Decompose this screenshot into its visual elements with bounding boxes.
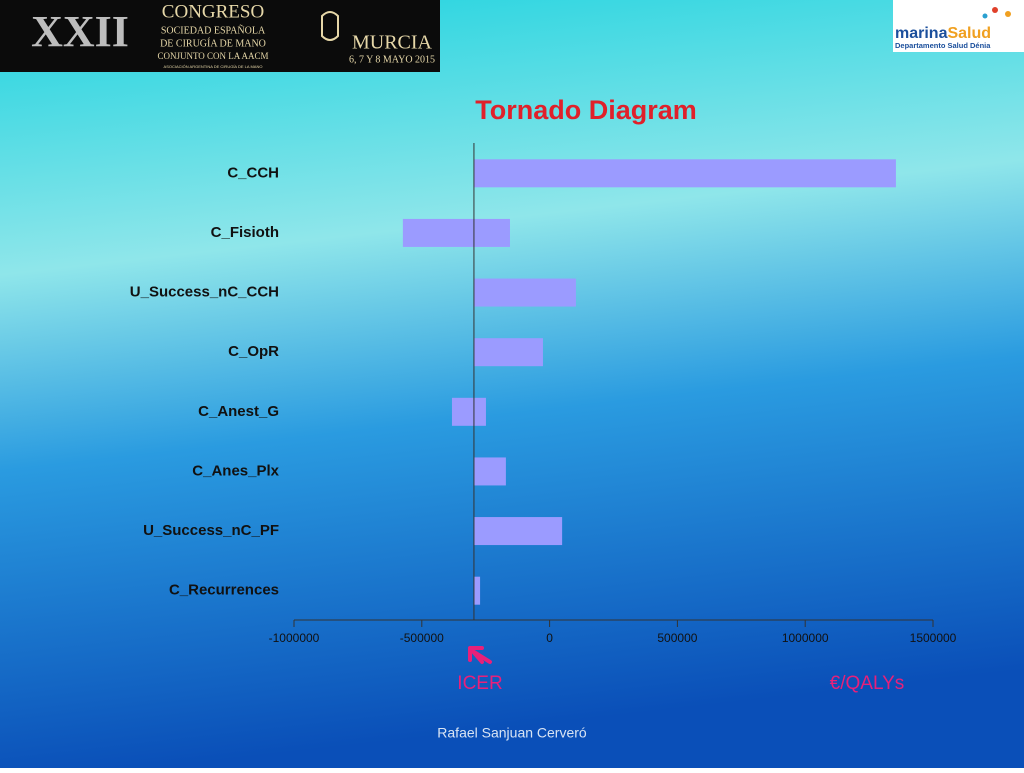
brand: marinaSalud: [895, 25, 991, 42]
plot: -1000000 -500000 0 500000 1000000 1500000 C_CC…: [130, 143, 957, 645]
edition: XXII: [31, 7, 129, 56]
department: Departamento Salud Dénia: [895, 41, 991, 50]
x-tick-label: -500000: [400, 631, 444, 645]
bar: [473, 517, 563, 546]
logo-dot: [1005, 11, 1011, 17]
annotation: €/QALYs: [830, 673, 905, 694]
y-tick-label: C_Anes_Plx: [192, 462, 279, 479]
banner-line: ASOCIACIÓN ARGENTINA DE CIRUGÍA DE LA MA…: [164, 64, 263, 69]
x-tick-label: 500000: [657, 631, 697, 645]
y-tick-label: U_Success_nC_PF: [143, 522, 279, 539]
y-tick-label: C_Recurrences: [169, 582, 279, 599]
city: MURCIA: [352, 32, 433, 54]
bar: [473, 576, 481, 605]
banner-line: DE CIRUGÍA DE MANO: [160, 37, 266, 49]
brand-b: Salud: [947, 25, 991, 42]
x-tick-label: 1000000: [782, 631, 829, 645]
bar: [451, 397, 486, 426]
banner-line: SOCIEDAD ESPAÑOLA: [161, 24, 266, 36]
bar: [473, 338, 543, 367]
annotation: ICER: [457, 673, 502, 694]
congress: CONGRESO: [162, 1, 264, 22]
x-tick-label: 0: [546, 631, 553, 645]
y-tick-label: C_OpR: [228, 343, 279, 360]
brand-a: marina: [895, 25, 948, 42]
x-tick-label: -1000000: [269, 631, 320, 645]
dates: 6, 7 Y 8 MAYO 2015: [349, 54, 435, 65]
banner-bg: [0, 0, 440, 72]
congress-banner: XXII CONGRESO SOCIEDAD ESPAÑOLA DE CIRUG…: [0, 0, 440, 72]
footer: Rafael Sanjuan Cerveró: [437, 725, 587, 741]
logo-bg: [893, 0, 1024, 52]
y-tick-label: C_CCH: [227, 164, 279, 181]
chart-title: Tornado Diagram: [475, 95, 697, 125]
hand-logo: [321, 11, 339, 41]
bar: [473, 457, 506, 486]
y-tick-label: C_Anest_G: [198, 403, 279, 420]
logo-dot: [982, 13, 988, 19]
bar: [473, 278, 576, 307]
y-tick-label: C_Fisioth: [211, 224, 279, 241]
banner-line: CONJUNTO CON LA AACM: [157, 51, 268, 61]
x-tick-label: 1500000: [910, 631, 957, 645]
bar: [473, 159, 896, 188]
logo-dot: [992, 7, 998, 13]
y-tick-label: U_Success_nC_CCH: [130, 284, 279, 301]
bar: [402, 218, 510, 247]
arrow-icon: [468, 646, 492, 664]
hospital-logo: marinaSalud Departamento Salud Dénia: [893, 0, 1024, 52]
